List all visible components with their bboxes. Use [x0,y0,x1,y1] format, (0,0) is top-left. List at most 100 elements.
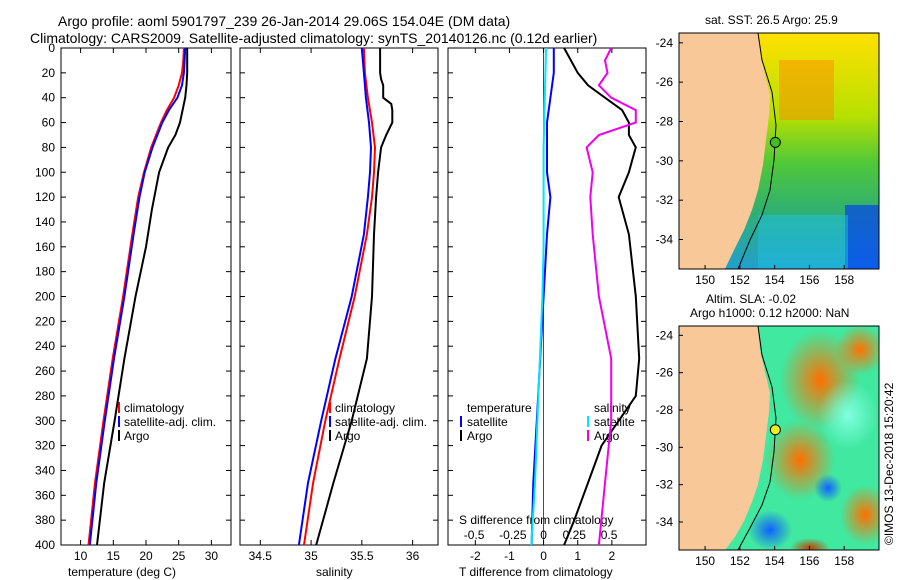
map-y-tick-label: -28 [656,115,674,129]
legend-label-satellite: satellite-adj. clim. [335,415,427,429]
x-tick-label: 20 [139,549,153,563]
map-x-tick-label: 154 [765,554,785,568]
sla-map-frame [678,325,880,551]
y-tick-label: 260 [35,364,55,378]
legend-label-argo: Argo [124,429,150,443]
difference-legend-salinity: salinity satellite Argo [587,401,635,443]
sst-map-frame [678,32,880,270]
legend-label-s-argo: Argo [594,429,620,443]
map-y-tick-label: -26 [656,75,674,89]
sla-isobath [737,326,777,550]
y-tick-label: 340 [35,463,55,477]
x-tick-label: 15 [107,549,121,563]
map-y-tick-label: -24 [656,328,674,342]
sla-profile-marker [769,424,781,436]
y-tick-label: 60 [42,116,56,130]
y-tick-label: 200 [35,290,55,304]
temperature-panel [60,47,232,546]
y-tick-label: 180 [35,265,55,279]
legend-label-t-satellite: satellite [467,415,508,429]
map-y-tick-label: -34 [656,233,674,247]
salinity-xlabel: salinity [316,565,353,579]
title-line-2: Climatology: CARS2009. Satellite-adjuste… [30,30,597,46]
salinity-frame [239,47,439,546]
map-y-tick-label: -34 [656,515,674,529]
sla-low-2 [748,510,792,550]
sst-land [679,33,770,269]
sst-map-title: sat. SST: 26.5 Argo: 25.9 [705,13,838,27]
legend-label-satellite: satellite-adj. clim. [124,415,216,429]
x-tick-label: 35.5 [350,549,374,563]
map-x-tick-label: 152 [730,273,750,287]
x-tick-label: 1 [574,549,581,563]
map-y-tick-label: -26 [656,366,674,380]
s-tick-label: -0.25 [499,528,527,542]
series-t-argo-diff [563,47,641,546]
x-tick-label: 35 [304,549,318,563]
y-tick-label: 380 [35,513,55,527]
map-y-tick-label: -32 [656,478,674,492]
map-x-tick-label: 150 [695,273,715,287]
sla-high-4 [790,538,830,550]
map-x-tick-label: 158 [834,273,854,287]
temperature-frame [60,47,232,546]
sla-mid-1 [818,380,878,450]
sst-profile-marker [769,136,781,148]
x-tick-label: 30 [205,549,219,563]
legend-title-salinity: salinity [594,401,631,415]
y-tick-label: 400 [35,538,55,552]
y-tick-label: 320 [35,439,55,453]
sla-map-subtitle: Argo h1000: 0.12 h2000: NaN [690,306,849,320]
sst-cold-patch [845,205,879,269]
y-tick-label: 300 [35,414,55,428]
x-tick-label: 0 [540,549,547,563]
y-tick-label: 120 [35,190,55,204]
legend-label-climatology: climatology [335,401,395,415]
y-tick-label: 20 [42,66,56,80]
sla-low-1 [814,474,842,502]
map-x-tick-label: 154 [765,273,785,287]
x-tick-label: 34.5 [249,549,273,563]
sst-map: sat. SST: 26.5 Argo: 25.9 [678,13,880,270]
y-tick-label: 80 [42,140,56,154]
s-difference-label: S difference from climatology [459,513,614,527]
series-s-satellite-diff [530,47,547,546]
legend-label-s-satellite: satellite [594,415,635,429]
sla-high-5 [840,485,879,545]
y-tick-label: 100 [35,165,55,179]
y-tick-label: 360 [35,488,55,502]
x-tick-label: -2 [470,549,481,563]
x-tick-label: 2 [609,549,616,563]
x-tick-label: 10 [74,549,88,563]
map-y-tick-label: -28 [656,403,674,417]
map-x-tick-label: 158 [834,554,854,568]
legend-title-temperature: temperature [467,401,532,415]
difference-xlabel: T difference from climatology [459,565,613,579]
sst-warm-patch [779,60,834,120]
map-y-tick-label: -24 [656,36,674,50]
x-tick-label: 36 [406,549,420,563]
y-tick-label: 40 [42,91,56,105]
sst-cool-patch [758,215,848,269]
map-y-tick-label: -30 [656,154,674,168]
series-satellite-temperature [88,47,187,546]
temperature-xlabel: temperature (deg C) [68,565,176,579]
sla-high-3 [835,326,879,375]
map-x-tick-label: 156 [799,554,819,568]
temperature-legend: climatology satellite-adj. clim. Argo [118,401,216,443]
sla-map: Altim. SLA: -0.02 Argo h1000: 0.12 h2000… [678,292,880,551]
x-tick-label: -1 [504,549,515,563]
s-tick-label: -0.5 [464,528,485,542]
y-tick-label: 280 [35,389,55,403]
difference-legend-temperature: temperature satellite Argo [460,401,532,443]
map-x-tick-label: 150 [695,554,715,568]
map-y-tick-label: -30 [656,440,674,454]
series-s-argo-diff [585,47,637,546]
sla-map-title: Altim. SLA: -0.02 [706,292,796,306]
s-tick-label: 0.5 [601,528,618,542]
credit-text: ©IMOS 13-Dec-2018 15:20:42 [882,382,896,545]
legend-label-t-argo: Argo [467,429,493,443]
y-tick-label: 160 [35,240,55,254]
y-tick-label: 220 [35,314,55,328]
